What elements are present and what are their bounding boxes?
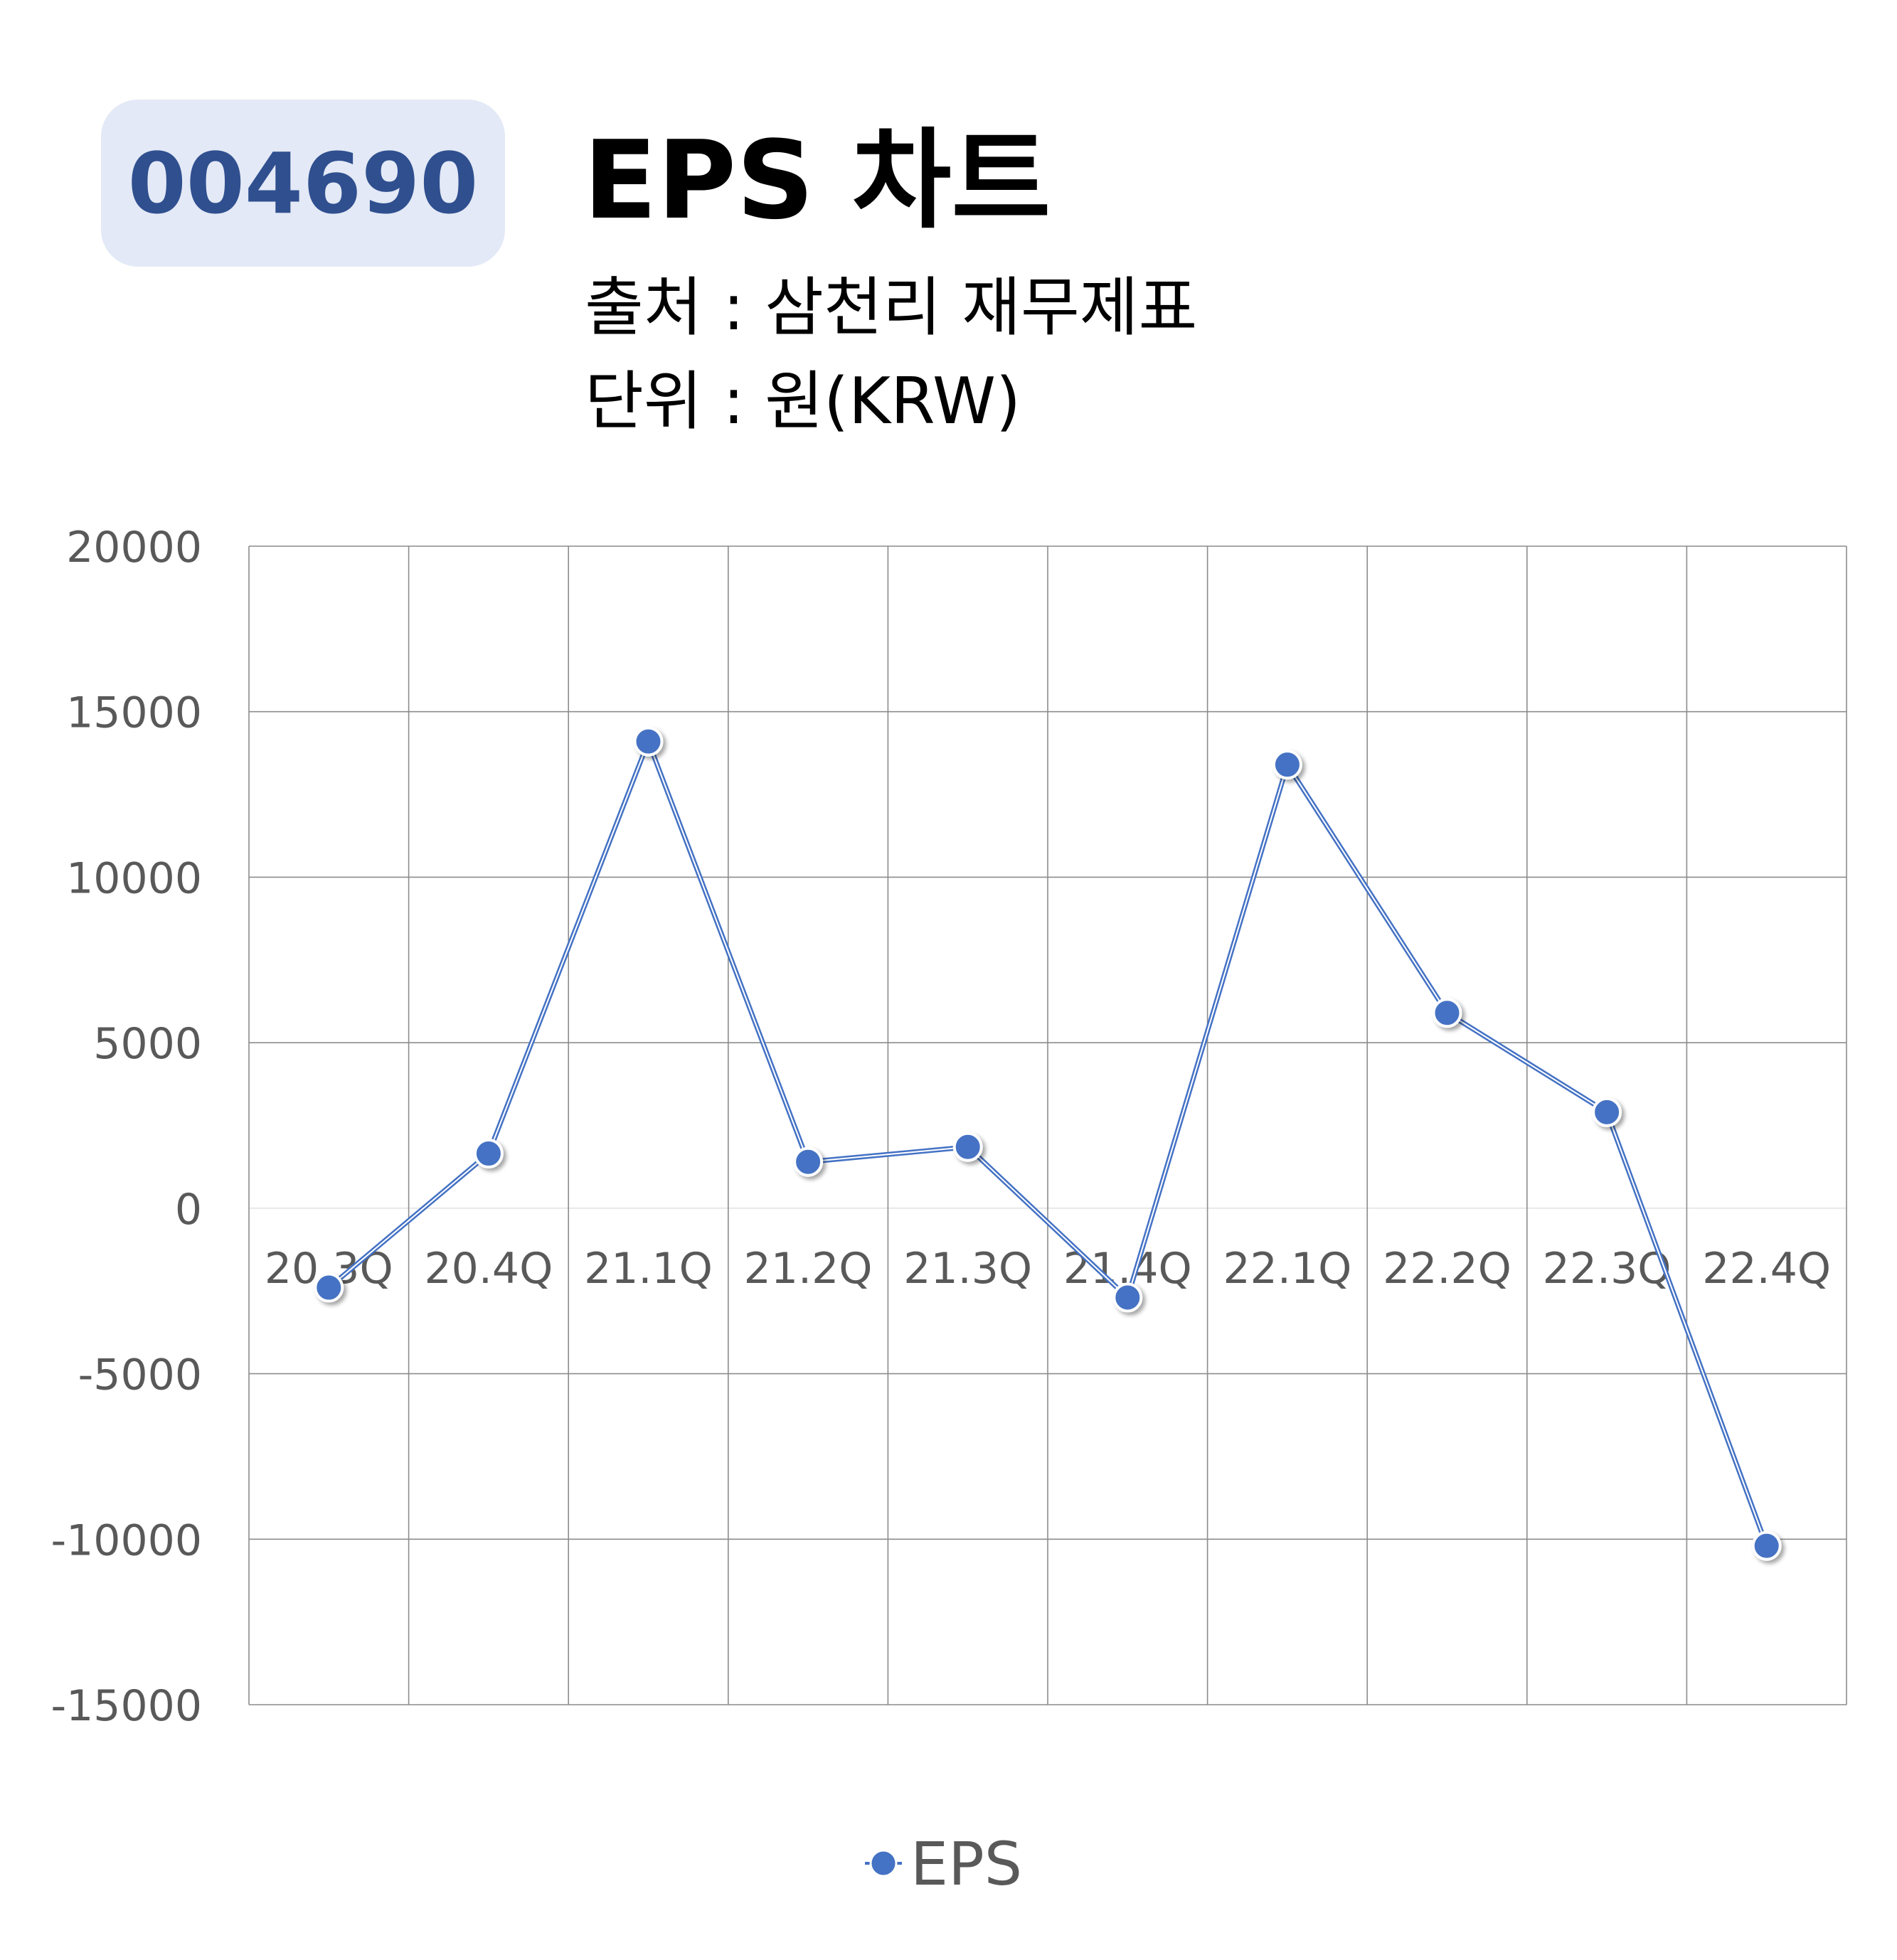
source-label: 출처 : 삼천리 재무제표	[585, 270, 1198, 345]
x-tick-label: 22.1Q	[1223, 1244, 1351, 1294]
y-axis: 20000 15000 10000 5000 0 -5000 -10000 -15000	[51, 523, 202, 1731]
data-point	[1112, 1282, 1143, 1313]
y-tick-label: 0	[175, 1185, 202, 1235]
legend: EPS	[865, 1829, 1022, 1899]
legend-marker	[869, 1849, 898, 1878]
x-tick-label: 21.3Q	[903, 1244, 1032, 1294]
y-tick-label: 5000	[93, 1019, 202, 1069]
x-tick-label: 21.1Q	[584, 1244, 713, 1294]
chart-title: EPS 차트	[583, 117, 1051, 243]
stock-code: 004690	[127, 134, 479, 233]
y-tick-label: 10000	[66, 853, 202, 903]
legend-label: EPS	[910, 1829, 1022, 1899]
grid	[248, 545, 1847, 1705]
data-point	[793, 1146, 824, 1177]
data-point	[1592, 1097, 1622, 1127]
x-tick-label: 20.4Q	[424, 1244, 553, 1294]
unit-label: 단위 : 원(KRW)	[585, 364, 1021, 439]
data-point	[473, 1139, 504, 1169]
x-tick-label: 22.3Q	[1543, 1244, 1672, 1294]
data-point	[952, 1131, 983, 1162]
series-line-highlight	[328, 740, 1768, 1546]
data-point	[314, 1272, 344, 1303]
data-point	[1751, 1530, 1782, 1561]
series-eps	[314, 726, 1782, 1561]
data-point	[633, 726, 664, 757]
y-tick-label: -5000	[78, 1351, 202, 1400]
x-tick-label: 21.2Q	[744, 1244, 873, 1294]
x-tick-label: 22.2Q	[1383, 1244, 1511, 1294]
x-axis: 20.3Q 20.4Q 21.1Q 21.2Q 21.3Q 21.4Q 22.1Q 22.2Q…	[265, 1244, 1831, 1294]
x-tick-label: 22.4Q	[1702, 1244, 1831, 1294]
y-tick-label: 20000	[66, 523, 202, 572]
data-point	[1432, 998, 1462, 1028]
y-tick-label: -10000	[51, 1516, 202, 1565]
data-point	[1272, 750, 1302, 780]
stock-code-badge: 004690	[101, 100, 505, 267]
y-tick-label: 15000	[66, 688, 202, 738]
y-tick-label: -15000	[51, 1681, 202, 1731]
